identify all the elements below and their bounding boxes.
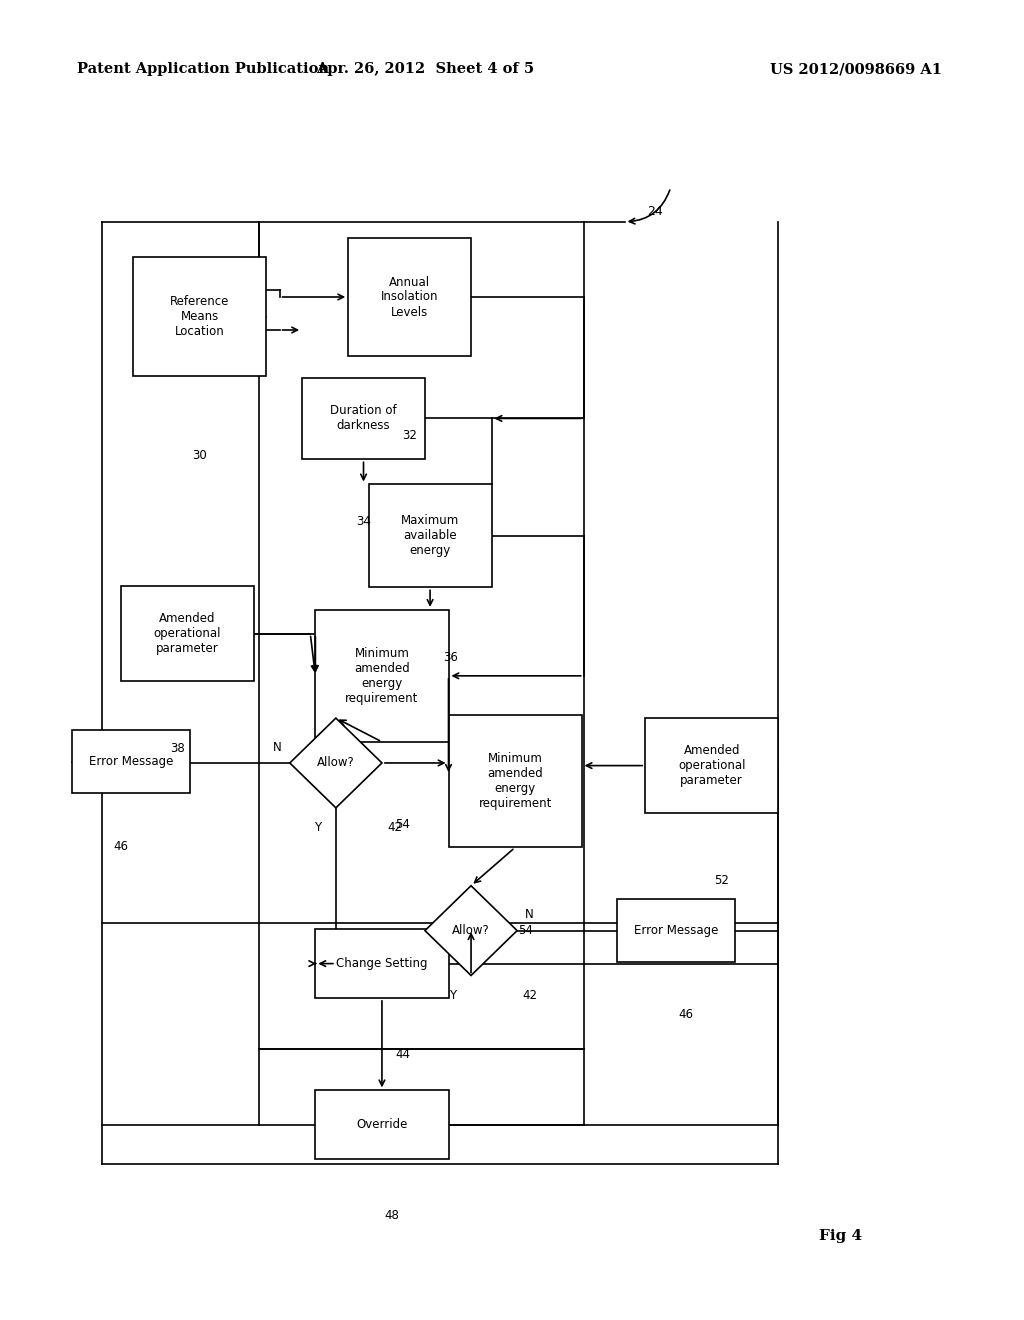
Text: 48: 48 [385, 1209, 399, 1222]
Bar [616, 899, 735, 962]
Bar [449, 715, 582, 847]
Text: 24: 24 [647, 205, 663, 218]
Text: Allow?: Allow? [453, 924, 489, 937]
Text: 30: 30 [193, 449, 207, 462]
Bar [133, 257, 266, 376]
Text: 54: 54 [518, 924, 532, 937]
Text: Annual
Insolation
Levels: Annual Insolation Levels [381, 276, 438, 318]
Bar [369, 484, 492, 587]
Text: 36: 36 [443, 651, 458, 664]
Text: 32: 32 [402, 429, 417, 442]
Text: Minimum
amended
energy
requirement: Minimum amended energy requirement [345, 647, 419, 705]
Polygon shape [425, 886, 517, 975]
Text: 42: 42 [522, 989, 538, 1002]
Text: 44: 44 [395, 1048, 410, 1061]
Text: Change Setting: Change Setting [336, 957, 428, 970]
Text: Duration of
darkness: Duration of darkness [330, 404, 397, 433]
Bar [315, 929, 449, 998]
Polygon shape [290, 718, 382, 808]
Text: 42: 42 [387, 821, 402, 834]
Text: Y: Y [450, 989, 456, 1002]
Text: Error Message: Error Message [89, 755, 173, 768]
Text: 34: 34 [356, 515, 371, 528]
Text: Apr. 26, 2012  Sheet 4 of 5: Apr. 26, 2012 Sheet 4 of 5 [315, 62, 535, 77]
Text: Amended
operational
parameter: Amended operational parameter [154, 612, 221, 655]
Text: Override: Override [356, 1118, 408, 1131]
Text: US 2012/0098669 A1: US 2012/0098669 A1 [770, 62, 942, 77]
Text: 52: 52 [715, 874, 729, 887]
Bar [348, 238, 471, 356]
Text: Fig 4: Fig 4 [819, 1229, 862, 1243]
Text: 54: 54 [395, 818, 410, 832]
Text: N: N [525, 908, 534, 921]
Text: 38: 38 [170, 742, 184, 755]
Text: Amended
operational
parameter: Amended operational parameter [678, 744, 745, 787]
Bar [121, 586, 254, 681]
Text: Error Message: Error Message [634, 924, 718, 937]
Bar [302, 378, 425, 459]
Text: 46: 46 [114, 840, 128, 853]
Bar [72, 730, 190, 793]
Text: N: N [273, 741, 282, 754]
Bar [645, 718, 778, 813]
Text: Reference
Means
Location: Reference Means Location [170, 296, 229, 338]
Text: Allow?: Allow? [317, 756, 354, 770]
Bar [315, 610, 449, 742]
Text: Maximum
available
energy: Maximum available energy [401, 515, 459, 557]
Text: Patent Application Publication: Patent Application Publication [77, 62, 329, 77]
Text: Y: Y [314, 821, 321, 834]
Bar [315, 1090, 449, 1159]
Text: 46: 46 [679, 1008, 693, 1022]
Text: Minimum
amended
energy
requirement: Minimum amended energy requirement [478, 752, 552, 810]
